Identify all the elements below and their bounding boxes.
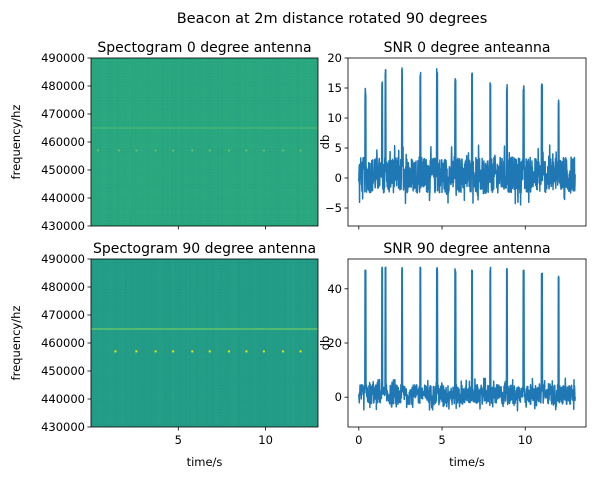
y-tick-label: 0 (335, 171, 342, 185)
panel-spec90: 430000 440000 450000 460000 470000 480000 4900… (9, 241, 319, 469)
figure-suptitle: Beacon at 2m distance rotated 90 degrees (177, 11, 488, 27)
y-tick-label: 460000 (41, 135, 85, 149)
beacon-pulse-mark (172, 350, 175, 353)
y-axis-label: db (318, 336, 332, 351)
y-tick-label: 480000 (41, 280, 85, 294)
spectrogram-background (91, 259, 318, 427)
y-tick-label: −5 (325, 201, 342, 215)
beacon-pulse-mark (262, 350, 265, 353)
beacon-pulse-mark (208, 149, 211, 152)
beacon-pulse-mark (245, 149, 248, 152)
y-tick-label: 5 (335, 141, 342, 155)
y-tick-label: 460000 (41, 336, 85, 350)
beacon-pulse-mark (135, 350, 138, 353)
beacon-pulse-mark (245, 350, 248, 353)
beacon-pulse-mark (262, 149, 265, 152)
x-axis-label: time/s (449, 455, 485, 469)
axes-title: SNR 0 degree anteanna (384, 40, 551, 56)
snr-series-line (358, 266, 576, 412)
axes-frame (347, 57, 587, 227)
y-tick-label: 40 (327, 282, 342, 296)
beacon-pulse-mark (114, 350, 117, 353)
axes-title: SNR 90 degree antenna (383, 241, 550, 257)
beacon-pulse-mark (135, 149, 138, 152)
y-tick-label: 15 (327, 81, 342, 95)
beacon-pulse-mark (299, 149, 302, 152)
spectrogram-background (91, 58, 318, 226)
y-tick-label: 490000 (41, 252, 85, 266)
beacon-pulse-mark (154, 149, 157, 152)
panel-snr90: 0 20 40 0 5 10 SNR 90 degree antenna db time/s (318, 241, 587, 469)
panel-snr0: −5 0 5 10 15 20 SNR 0 degree anteanna db (318, 40, 587, 230)
beacon-pulse-mark (172, 149, 175, 152)
plot-area-spec0 (91, 58, 318, 226)
beacon-pulse-mark (191, 350, 194, 353)
y-tick-label: 470000 (41, 107, 85, 121)
beacon-pulse-mark (191, 149, 194, 152)
y-tick-label: 450000 (41, 364, 85, 378)
y-axis-label: db (318, 135, 332, 150)
beacon-pulse-mark (227, 149, 230, 152)
x-tick-label: 0 (355, 433, 362, 447)
y-tick-label: 450000 (41, 163, 85, 177)
x-tick-label: 5 (438, 433, 445, 447)
snr-series-line (358, 67, 576, 206)
y-tick-label: 490000 (41, 51, 85, 65)
y-tick-label: 440000 (41, 191, 85, 205)
x-tick-label: 5 (175, 433, 182, 447)
plot-area-spec90 (91, 259, 318, 427)
beacon-pulse-mark (299, 350, 302, 353)
spectrogram-noise (91, 259, 318, 427)
axes-title: Spectogram 0 degree antenna (97, 40, 311, 56)
y-axis-label: frequency/hz (9, 105, 23, 180)
plot-area-snr0 (358, 67, 576, 206)
y-tick-label: 20 (327, 51, 342, 65)
beacon-pulse-mark (96, 149, 99, 152)
y-axis-label: frequency/hz (9, 306, 23, 381)
x-tick-label: 10 (518, 433, 533, 447)
y-tick-label: 10 (327, 111, 342, 125)
beacon-pulse-mark (154, 350, 157, 353)
y-tick-label: 0 (335, 390, 342, 404)
beacon-pulse-mark (282, 350, 285, 353)
plot-area-snr90 (358, 266, 576, 412)
axes-title: Spectogram 90 degree antenna (93, 241, 316, 257)
y-tick-label: 20 (327, 336, 342, 350)
x-axis-label: time/s (187, 455, 223, 469)
beacon-pulse-mark (282, 149, 285, 152)
y-tick-label: 430000 (41, 219, 85, 233)
y-tick-label: 480000 (41, 79, 85, 93)
y-tick-label: 430000 (41, 420, 85, 434)
y-tick-label: 440000 (41, 392, 85, 406)
spectrogram-noise (91, 58, 318, 226)
beacon-pulse-mark (208, 350, 211, 353)
axes-frame (347, 258, 587, 428)
beacon-pulse-mark (227, 350, 230, 353)
beacon-pulse-mark (117, 149, 120, 152)
y-tick-label: 470000 (41, 308, 85, 322)
x-tick-label: 10 (258, 433, 273, 447)
panel-spec0: 430000 440000 450000 460000 470000 480000 4900… (9, 40, 319, 233)
